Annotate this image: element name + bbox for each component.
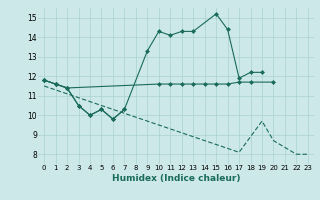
X-axis label: Humidex (Indice chaleur): Humidex (Indice chaleur) xyxy=(112,174,240,183)
